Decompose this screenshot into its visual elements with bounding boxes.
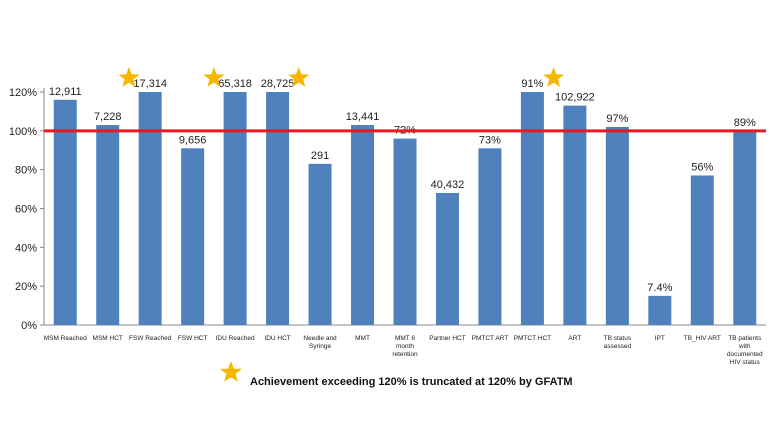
x-category-label: Needle and Syringe — [303, 335, 337, 350]
bar — [690, 175, 714, 325]
y-tick-label: 60% — [15, 204, 37, 216]
y-tick-label: 20% — [15, 281, 37, 293]
star-icon — [118, 67, 140, 87]
x-category-label: IDU HCT — [264, 335, 290, 342]
star-icon — [543, 67, 565, 87]
bar — [308, 163, 332, 325]
bar — [478, 148, 502, 325]
data-label: 17,314 — [133, 78, 167, 90]
x-category-label: MSM Reached — [44, 335, 87, 342]
x-category-label: PMTCT ART — [472, 335, 509, 342]
y-tick-label: 80% — [15, 165, 37, 177]
data-label: 56% — [691, 161, 713, 173]
x-category-label: MMT 6 month retention — [392, 335, 418, 358]
bar — [266, 92, 290, 325]
data-label: 65,318 — [218, 78, 252, 90]
bar — [53, 99, 77, 326]
bar — [520, 92, 544, 325]
y-tick-label: 0% — [21, 320, 37, 332]
x-category-label: MMT — [355, 335, 370, 342]
data-label: 73% — [479, 134, 501, 146]
x-category-label: Partner HCT — [429, 335, 466, 342]
bar — [96, 125, 120, 325]
data-label: 13,441 — [346, 111, 380, 123]
x-category-label: FSW HCT — [178, 335, 208, 342]
y-tick-label: 100% — [9, 126, 37, 138]
bar — [351, 125, 375, 325]
data-label: 7.4% — [647, 282, 672, 294]
x-category-label: FSW Reached — [129, 335, 172, 342]
bar — [435, 192, 459, 325]
star-icon — [203, 67, 225, 87]
data-label: 97% — [606, 113, 628, 125]
x-category-label: IDU Reached — [216, 335, 255, 342]
bar — [733, 130, 757, 325]
data-label: 291 — [311, 150, 329, 162]
bar — [563, 105, 587, 325]
bar — [181, 148, 205, 325]
data-label: 102,922 — [555, 92, 595, 104]
data-label: 9,656 — [179, 134, 207, 146]
data-label: 40,432 — [431, 179, 465, 191]
star-icon — [288, 67, 310, 87]
data-label: 12,911 — [49, 86, 82, 98]
legend-text: Achievement exceeding 120% is truncated … — [250, 376, 573, 388]
legend-star-icon — [220, 361, 242, 382]
bar — [393, 138, 417, 325]
bar — [605, 126, 629, 325]
x-category-label: TB patients with documented HIV status — [727, 335, 763, 366]
x-category-label: ART — [568, 335, 581, 342]
x-category-label: PMTCT HCT — [514, 335, 551, 342]
data-label: 91% — [521, 78, 543, 90]
y-tick-label: 120% — [9, 87, 37, 99]
x-category-label: MSM HCT — [93, 335, 123, 342]
data-label: 89% — [734, 117, 756, 129]
y-tick-label: 40% — [15, 242, 37, 254]
x-category-label: TB_HIV ART — [684, 335, 721, 342]
bar — [648, 295, 672, 325]
bar — [223, 92, 247, 325]
x-category-label: IPT — [655, 335, 665, 342]
data-label: 28,725 — [261, 78, 295, 90]
data-label: 7,228 — [94, 111, 122, 123]
x-category-label: TB status assessed — [604, 335, 632, 350]
bar — [138, 92, 162, 325]
